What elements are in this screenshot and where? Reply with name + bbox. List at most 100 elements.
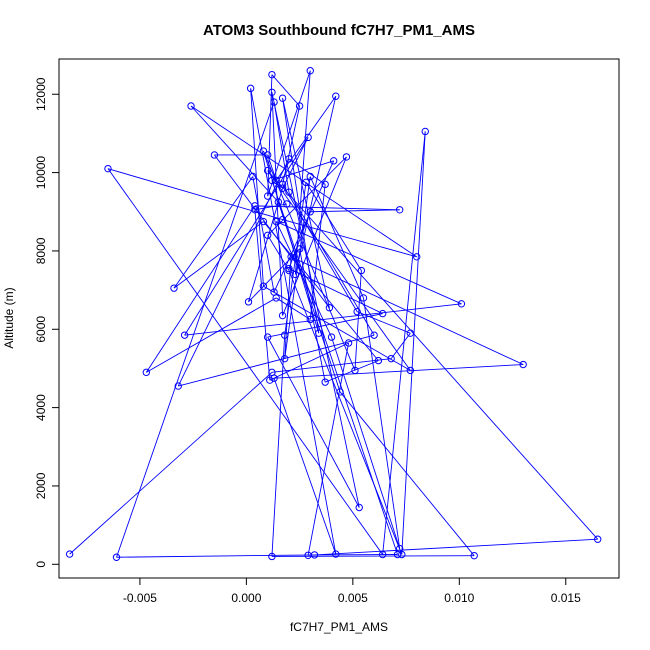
series-segment — [339, 391, 475, 556]
data-point — [65, 550, 74, 558]
data-point — [268, 88, 276, 96]
data-point — [285, 188, 293, 196]
y-tick-label: 10000 — [34, 156, 48, 190]
series-segment — [275, 297, 311, 320]
y-tick-label: 4000 — [34, 394, 48, 421]
data-point — [357, 266, 366, 275]
data-point — [321, 180, 329, 189]
series-segment — [275, 221, 332, 338]
x-tick-label: 0.010 — [444, 591, 474, 605]
data-point — [270, 98, 278, 106]
data-point — [285, 266, 293, 275]
data-point — [268, 70, 276, 79]
series-segment — [107, 168, 283, 221]
series-segment — [299, 248, 326, 383]
data-point — [344, 339, 353, 347]
data-point — [251, 206, 259, 214]
series-segment — [267, 154, 277, 181]
data-point — [259, 147, 268, 155]
data-point — [270, 288, 278, 296]
data-point — [281, 354, 289, 363]
series-segment — [254, 209, 271, 381]
series-segment — [282, 98, 330, 308]
x-axis-label: fC7H7_PM1_AMS — [290, 620, 388, 634]
series-segment — [309, 176, 364, 299]
series-segment — [267, 170, 599, 540]
series-segment — [290, 256, 524, 365]
data-point — [470, 551, 478, 560]
data-point — [374, 356, 383, 365]
series-segment — [252, 176, 275, 293]
data-point — [519, 360, 527, 369]
data-point — [406, 329, 415, 337]
series-segment — [282, 137, 309, 189]
series-segment — [178, 334, 375, 387]
x-tick-label: -0.005 — [123, 591, 157, 605]
data-point — [278, 180, 287, 189]
series-segment — [263, 221, 379, 361]
data-point — [421, 127, 429, 136]
data-point — [270, 374, 278, 382]
x-tick-label: 0.015 — [551, 591, 581, 605]
series-segment — [307, 342, 350, 556]
series-segment — [267, 336, 360, 508]
data-point — [302, 178, 310, 187]
data-point — [306, 172, 314, 181]
data-point — [278, 311, 287, 320]
data-point — [304, 133, 312, 142]
series-segment — [254, 205, 400, 211]
data-point — [329, 157, 338, 165]
data-point — [395, 206, 404, 214]
data-point — [359, 294, 368, 302]
series-segment — [145, 205, 256, 373]
data-point — [283, 200, 291, 208]
series-segment — [288, 270, 403, 555]
y-axis-label: Altitude (m) — [2, 287, 16, 348]
series-segment — [254, 203, 287, 211]
data-point — [266, 376, 274, 384]
data-point — [142, 368, 151, 377]
series-segment — [354, 270, 362, 371]
data-point — [112, 553, 121, 561]
data-point — [287, 253, 295, 261]
series-segment — [250, 88, 337, 555]
series-segment — [190, 105, 417, 258]
data-point — [306, 315, 314, 324]
series-segment — [273, 378, 337, 555]
x-tick-label: 0.000 — [231, 591, 261, 605]
data-point — [285, 264, 293, 273]
data-point — [351, 366, 359, 375]
series-segment — [107, 168, 384, 555]
data-point — [210, 151, 219, 159]
data-point — [291, 270, 300, 279]
data-point — [268, 552, 276, 561]
data-point — [295, 102, 304, 110]
y-axis: 0 2000 4000 6000 8000 10000 12000 — [34, 77, 60, 568]
series-segment — [190, 105, 279, 203]
series-segment — [271, 74, 300, 107]
data-point — [325, 304, 334, 312]
data-point — [336, 388, 344, 396]
series-segment — [284, 176, 311, 359]
data-point — [306, 67, 314, 75]
data-point — [395, 544, 404, 553]
series-segment — [267, 74, 273, 197]
data-point — [332, 92, 340, 100]
y-tick-label: 8000 — [34, 237, 48, 264]
data-point — [295, 245, 304, 253]
x-axis: -0.005 0.000 0.005 0.010 0.015 — [123, 577, 581, 605]
series-segment — [305, 182, 362, 271]
data-point — [406, 366, 415, 375]
series-segment — [263, 285, 411, 371]
series-segment — [274, 364, 524, 379]
y-tick-label: 6000 — [34, 316, 48, 343]
data-point — [321, 378, 329, 386]
data-point — [259, 217, 268, 226]
data-point — [281, 331, 289, 339]
y-tick-label: 0 — [34, 561, 48, 568]
series-segment — [262, 150, 356, 371]
data-point — [304, 551, 312, 559]
series-segment — [275, 95, 337, 181]
data-point — [278, 215, 287, 224]
series-segment — [271, 555, 475, 557]
